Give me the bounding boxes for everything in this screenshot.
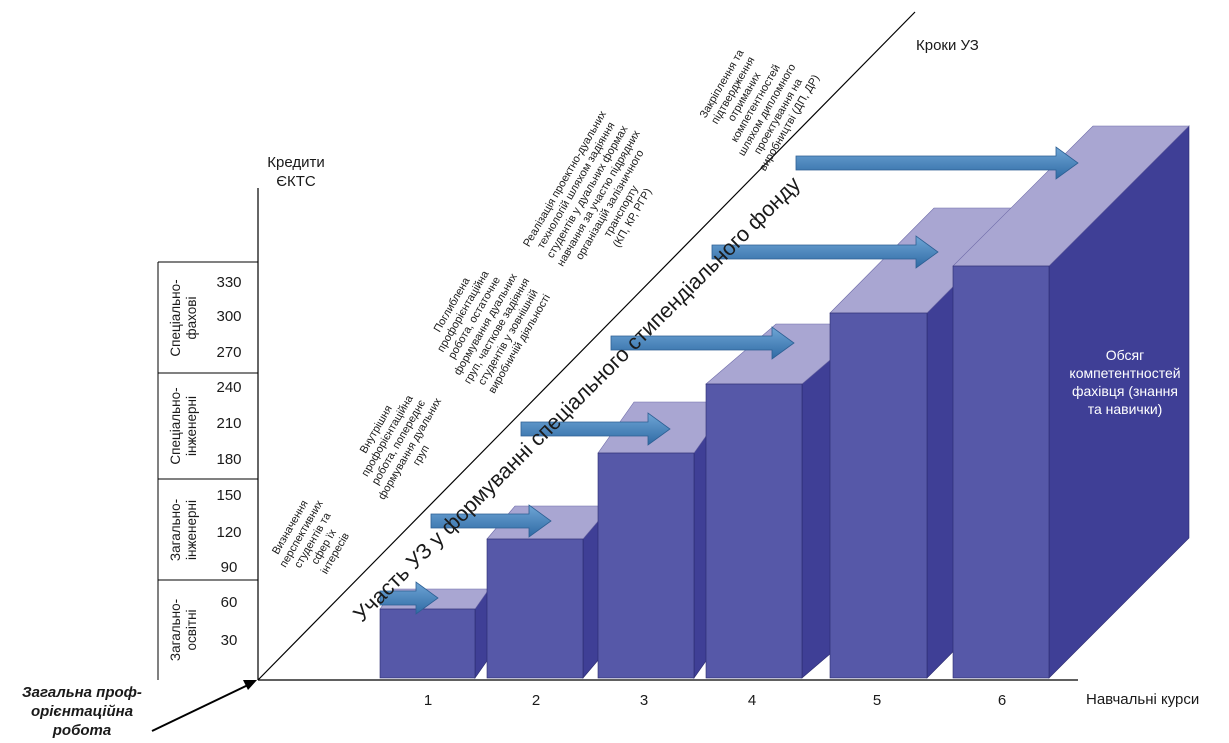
category-label-line: інженерні <box>184 396 199 456</box>
y-tick-label: 90 <box>221 559 238 576</box>
x-tick-labels: 1 2 3 4 5 6 <box>424 692 1006 709</box>
block-front-face <box>487 539 583 678</box>
origin-arrow <box>152 680 257 731</box>
x-tick-label: 4 <box>748 692 756 709</box>
big-block-label-line: фахівця (знання <box>1072 383 1178 399</box>
block-front-face <box>380 609 475 678</box>
category-label-line: Загально- <box>168 599 183 661</box>
y-tick-label: 210 <box>216 415 241 432</box>
category-label-line: Спеціально- <box>168 279 183 356</box>
y-tick-label: 270 <box>216 344 241 361</box>
x-tick-label: 5 <box>873 692 881 709</box>
big-block-label-line: компетентностей <box>1069 365 1180 381</box>
category-label-line: фахові <box>184 297 199 340</box>
x-tick-label: 6 <box>998 692 1006 709</box>
x-tick-label: 2 <box>532 692 540 709</box>
category-label: Спеціально-інженерні <box>168 387 199 464</box>
category-label-line: інженерні <box>184 500 199 560</box>
y-tick-label: 60 <box>221 594 238 611</box>
category-label: Загально-інженерні <box>168 499 199 561</box>
category-label: Спеціально-фахові <box>168 279 199 356</box>
category-label-line: Спеціально- <box>168 387 183 464</box>
origin-label-line: орієнтаційна <box>31 703 133 720</box>
y-axis-title-line2: ЄКТС <box>276 173 316 190</box>
big-block-label-line: та навички) <box>1088 401 1163 417</box>
origin-label-line: робота <box>52 722 111 739</box>
big-block-label-line: Обсяг <box>1106 347 1144 363</box>
y-tick-labels: 30 60 90 120 150 180 210 240 270 300 330 <box>216 274 241 649</box>
y-tick-label: 300 <box>216 308 241 325</box>
y-tick-label: 330 <box>216 274 241 291</box>
category-label-line: Загально- <box>168 499 183 561</box>
x-axis-title: Навчальні курси <box>1086 691 1199 708</box>
block-front-face <box>706 384 802 678</box>
step-description: Закріплення тапідтвердженняотриманихкомп… <box>690 34 822 173</box>
x-tick-label: 3 <box>640 692 648 709</box>
y-tick-label: 240 <box>216 379 241 396</box>
block-front-face <box>830 313 927 678</box>
category-labels: Загально-освітніЗагально-інженерніСпеціа… <box>168 279 199 661</box>
step-block <box>487 506 611 678</box>
y-tick-label: 30 <box>221 632 238 649</box>
step-arrow <box>796 147 1078 179</box>
category-label: Загально-освітні <box>168 599 199 661</box>
diagonal-axis-title: Кроки УЗ <box>916 37 979 54</box>
block-front-face <box>598 453 694 678</box>
category-label-line: освітні <box>184 609 199 650</box>
x-tick-label: 1 <box>424 692 432 709</box>
origin-label: Загальна проф-орієнтаційна робота <box>22 684 142 739</box>
origin-label-line: Загальна проф- <box>22 684 142 701</box>
y-tick-label: 180 <box>216 451 241 468</box>
y-tick-label: 150 <box>216 487 241 504</box>
y-tick-label: 120 <box>216 524 241 541</box>
y-axis-title-line1: Кредити <box>267 154 324 171</box>
block-front-face <box>953 266 1049 678</box>
